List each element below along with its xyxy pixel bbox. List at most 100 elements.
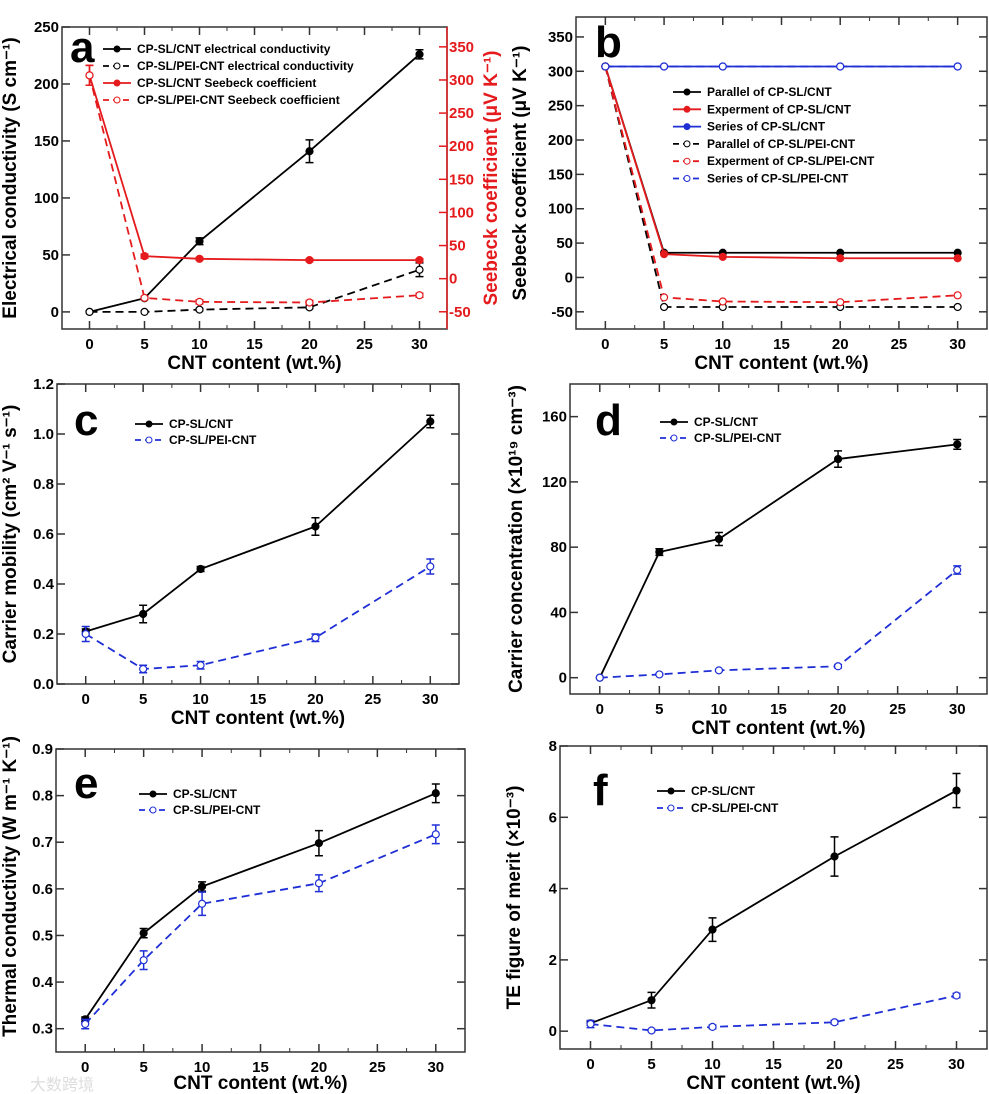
y-tick-label: 0.6 bbox=[33, 526, 54, 543]
legend-marker bbox=[683, 157, 691, 165]
data-point bbox=[836, 62, 845, 71]
legend-label: CP-SL/CNT bbox=[169, 417, 234, 431]
y-tick-label: 0.2 bbox=[33, 626, 54, 643]
data-point bbox=[714, 534, 724, 544]
data-point bbox=[833, 662, 843, 671]
x-axis-title: CNT content (wt.%) bbox=[171, 708, 345, 729]
panel-letter: e bbox=[74, 759, 98, 808]
y-tick-label: 100 bbox=[34, 190, 59, 207]
x-tick-label: 10 bbox=[704, 1056, 721, 1073]
data-point bbox=[659, 302, 669, 312]
legend-label: Experment of CP-SL/CNT bbox=[707, 102, 852, 116]
series-line bbox=[598, 443, 958, 679]
y-tick-label: 6 bbox=[549, 809, 557, 826]
x-axis-title: CNT content (wt.%) bbox=[167, 353, 341, 374]
y-axis-title: TE figure of merit (×10⁻³) bbox=[504, 786, 525, 1010]
y-tick-label: 0 bbox=[559, 670, 567, 687]
y-tick-label: 50 bbox=[556, 235, 573, 252]
x-tick-label: 5 bbox=[139, 691, 147, 708]
x-tick-label: 5 bbox=[139, 1059, 147, 1076]
x-tick-label: 25 bbox=[356, 336, 373, 353]
data-point bbox=[139, 929, 148, 938]
y-tick-label: 0.0 bbox=[33, 676, 54, 693]
legend-label: CP-SL/PEI-CNT bbox=[169, 433, 257, 447]
y-axis-title: Seebeck coefficient (μV K⁻¹) bbox=[510, 46, 531, 301]
data-point bbox=[836, 298, 845, 307]
y-tick-label: 0.7 bbox=[32, 834, 53, 851]
data-point bbox=[714, 666, 724, 675]
y-tick-label: 2 bbox=[549, 952, 557, 969]
data-point bbox=[415, 265, 424, 274]
x-axis-title: CNT content (wt.%) bbox=[691, 718, 865, 739]
y-tick-label: 0.4 bbox=[33, 576, 55, 593]
y-tick-label: 0.4 bbox=[32, 974, 54, 991]
y-tick-label: 160 bbox=[542, 409, 567, 426]
y-right-tick-label: 0 bbox=[449, 271, 457, 288]
data-point bbox=[305, 256, 314, 265]
data-point bbox=[305, 147, 314, 156]
series-line bbox=[590, 789, 957, 1025]
legend-marker bbox=[145, 436, 153, 444]
data-point bbox=[85, 307, 94, 317]
y-right-tick-label: 350 bbox=[449, 39, 474, 56]
data-point bbox=[415, 291, 424, 300]
data-point bbox=[953, 254, 962, 263]
x-tick-label: 20 bbox=[832, 336, 849, 353]
legend-marker bbox=[667, 804, 675, 812]
data-point bbox=[197, 899, 207, 908]
panel-letter: c bbox=[74, 396, 98, 445]
data-point bbox=[647, 996, 656, 1005]
plot-frame bbox=[55, 748, 466, 1053]
data-point bbox=[196, 661, 205, 670]
x-tick-label: 10 bbox=[194, 1059, 211, 1076]
y-tick-label: 0.6 bbox=[32, 881, 53, 898]
data-point bbox=[647, 1026, 656, 1035]
legend-label: CP-SL/CNT Seebeck coefficient bbox=[137, 76, 316, 90]
y-tick-label: 100 bbox=[548, 201, 573, 218]
x-axis-title: CNT content (wt.%) bbox=[694, 353, 868, 374]
legend-label: Series of CP-SL/CNT bbox=[707, 120, 826, 134]
legend-marker bbox=[683, 123, 691, 131]
panel-letter: d bbox=[595, 396, 622, 445]
y-right-tick-label: 200 bbox=[449, 138, 474, 155]
x-tick-label: 20 bbox=[311, 1059, 328, 1076]
data-point bbox=[953, 565, 962, 575]
legend-label: CP-SL/PEI-CNT Seebeck coefficient bbox=[137, 93, 340, 107]
y-right-tick-label: -50 bbox=[449, 304, 471, 321]
x-tick-label: 15 bbox=[246, 336, 263, 353]
x-tick-label: 25 bbox=[889, 701, 906, 718]
y-tick-label: 150 bbox=[34, 133, 59, 150]
x-tick-label: 10 bbox=[714, 336, 731, 353]
x-tick-label: 15 bbox=[765, 1056, 782, 1073]
plot-frame bbox=[56, 383, 460, 685]
x-tick-label: 20 bbox=[307, 691, 324, 708]
series-line bbox=[88, 75, 420, 304]
x-tick-label: 15 bbox=[252, 1059, 269, 1076]
x-tick-label: 0 bbox=[586, 1056, 594, 1073]
x-tick-label: 15 bbox=[770, 701, 787, 718]
y-tick-label: 120 bbox=[542, 474, 567, 491]
legend-label: Parallel of CP-SL/PEI-CNT bbox=[707, 137, 856, 151]
data-point bbox=[708, 1022, 717, 1031]
legend-marker bbox=[683, 175, 691, 182]
legend-marker bbox=[683, 105, 691, 113]
series-line bbox=[84, 833, 437, 1025]
data-point bbox=[952, 786, 961, 795]
data-point bbox=[953, 291, 962, 300]
legend-marker bbox=[667, 787, 675, 795]
x-tick-label: 0 bbox=[85, 336, 93, 353]
y-axis-title: Thermal conductivity (W m⁻¹ K⁻¹) bbox=[0, 736, 21, 1037]
legend-marker bbox=[683, 140, 691, 148]
y-axis-title: Carrier concentration (×10¹⁹ cm⁻³) bbox=[506, 385, 527, 693]
y-right-tick-label: 250 bbox=[449, 105, 474, 122]
data-point bbox=[314, 839, 324, 848]
legend-label: CP-SL/PEI-CNT bbox=[173, 803, 261, 817]
legend-marker bbox=[670, 434, 678, 442]
y-tick-label: 1.0 bbox=[33, 426, 54, 443]
series-line bbox=[604, 66, 958, 304]
plot-frame bbox=[559, 745, 988, 1050]
y-tick-label: 0.3 bbox=[32, 1021, 53, 1038]
y-tick-label: 0 bbox=[51, 304, 59, 321]
legend-marker bbox=[113, 45, 121, 53]
data-point bbox=[81, 629, 90, 639]
